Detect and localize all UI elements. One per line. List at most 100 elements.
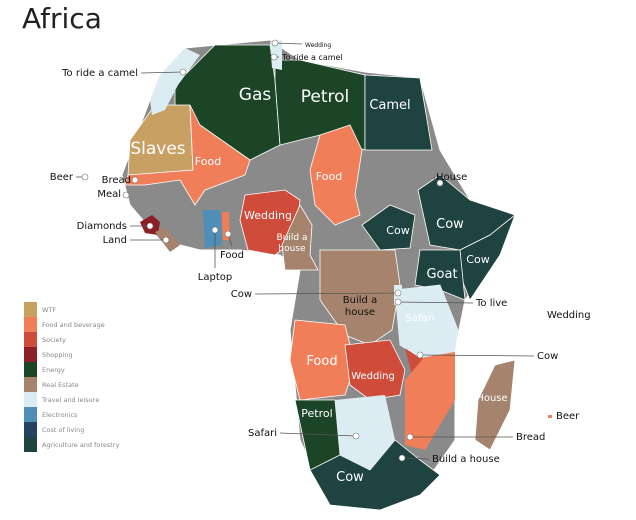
region-label: Slaves (130, 139, 185, 159)
legend-item: Agriculture and forestry (24, 437, 119, 452)
callout-label: Bread (102, 175, 131, 186)
legend-item: Electronics (24, 407, 119, 422)
legend-swatch (24, 392, 37, 407)
region-house (474, 359, 516, 451)
region-wedding (344, 339, 406, 401)
callout-line (397, 301, 474, 304)
region-label: Build a house (277, 233, 308, 254)
callout-line (279, 432, 357, 437)
callout-dot (394, 289, 402, 297)
legend-label: Real Estate (42, 380, 79, 389)
callout-line (274, 42, 303, 45)
callout-label: Food (220, 250, 244, 261)
legend-label: Food and beverage (42, 320, 105, 329)
legend-swatch (24, 347, 37, 362)
legend-swatch (24, 407, 37, 422)
callout-dot (81, 173, 89, 181)
callout-label: Bread (516, 432, 545, 443)
region-label: House (476, 393, 507, 404)
legend-swatch (24, 422, 37, 437)
callout-label: To ride a camel (61, 68, 138, 79)
callout-label: To live (475, 298, 507, 309)
callout-label: Meal (97, 189, 121, 200)
region-label: Wedding (244, 209, 292, 222)
callout-label: Diamonds (77, 221, 127, 232)
region-label: Petrol (301, 407, 332, 420)
legend-swatch (24, 377, 37, 392)
callout-dot (131, 176, 139, 184)
callout-label: Safari (248, 428, 277, 439)
legend-item: Real Estate (24, 377, 119, 392)
legend-label: Agriculture and forestry (42, 440, 120, 449)
legend: WTF Food and beverage Society Shopping Energ… (24, 302, 119, 452)
legend-item: Shopping (24, 347, 119, 362)
callout-dot (416, 351, 424, 359)
region-label: Food (316, 170, 342, 183)
callout-label: To ride a camel (281, 53, 343, 62)
region-label: Food (195, 155, 221, 168)
region-travel (395, 285, 458, 358)
callout-dot (398, 454, 406, 462)
legend-item: WTF (24, 302, 119, 317)
region-label: Cow (336, 470, 364, 485)
callout-label: Build a house (432, 454, 500, 465)
callout-label: Laptop (198, 272, 232, 283)
region-label: Build a house (343, 295, 377, 318)
legend-swatch (24, 302, 37, 317)
callout-dot (224, 230, 232, 238)
callout-label: Wedding (547, 310, 591, 321)
region-label: Cow (466, 253, 489, 266)
region-label: Goat (426, 267, 457, 282)
legend-item: Travel and leisure (24, 392, 119, 407)
legend-label: Travel and leisure (42, 395, 100, 404)
island-mauritius (548, 415, 552, 418)
callout-dot (122, 191, 130, 199)
region-label: Gas (239, 85, 272, 105)
legend-label: WTF (42, 305, 57, 314)
callout-line (401, 457, 430, 460)
legend-label: Cost of living (42, 425, 85, 434)
region-label: Wedding (351, 371, 395, 382)
callout-dot (179, 68, 187, 76)
legend-item: Cost of living (24, 422, 119, 437)
callout-label: Beer (556, 411, 580, 422)
legend-label: Electronics (42, 410, 78, 419)
callout-line (140, 71, 184, 74)
callout-label: Cow (231, 289, 252, 300)
callout-dot (162, 236, 170, 244)
region-travel (335, 395, 395, 470)
legend-item: Food and beverage (24, 317, 119, 332)
callout-dot (270, 53, 278, 61)
callout-dot (271, 39, 279, 47)
callout-dot (211, 226, 219, 234)
legend-item: Energy (24, 362, 119, 377)
callout-dot (146, 222, 154, 230)
region-label: Cow (386, 224, 409, 237)
legend-swatch (24, 362, 37, 377)
callout-label: Wedding (305, 42, 331, 49)
callout-dot (406, 433, 414, 441)
region-label: Camel (369, 98, 410, 113)
region-food (309, 124, 363, 226)
legend-item: Society (24, 332, 119, 347)
callout-dot (352, 432, 360, 440)
legend-swatch (24, 332, 37, 347)
map-title: Africa (22, 2, 102, 35)
region-label: Petrol (301, 87, 350, 107)
legend-swatch (24, 317, 37, 332)
callout-label: Beer (50, 172, 74, 183)
region-build-a-house (281, 204, 319, 271)
callout-label: Cow (537, 351, 558, 362)
legend-label: Energy (42, 365, 65, 374)
callout-label: Land (103, 235, 127, 246)
region-camel (364, 74, 433, 151)
region-cow (361, 204, 416, 251)
callout-label: House (436, 172, 467, 183)
region-build-a-house (319, 249, 401, 346)
callout-dot (394, 298, 402, 306)
region-food (124, 104, 251, 206)
callout-dot (436, 179, 444, 187)
callout-line (419, 354, 535, 357)
